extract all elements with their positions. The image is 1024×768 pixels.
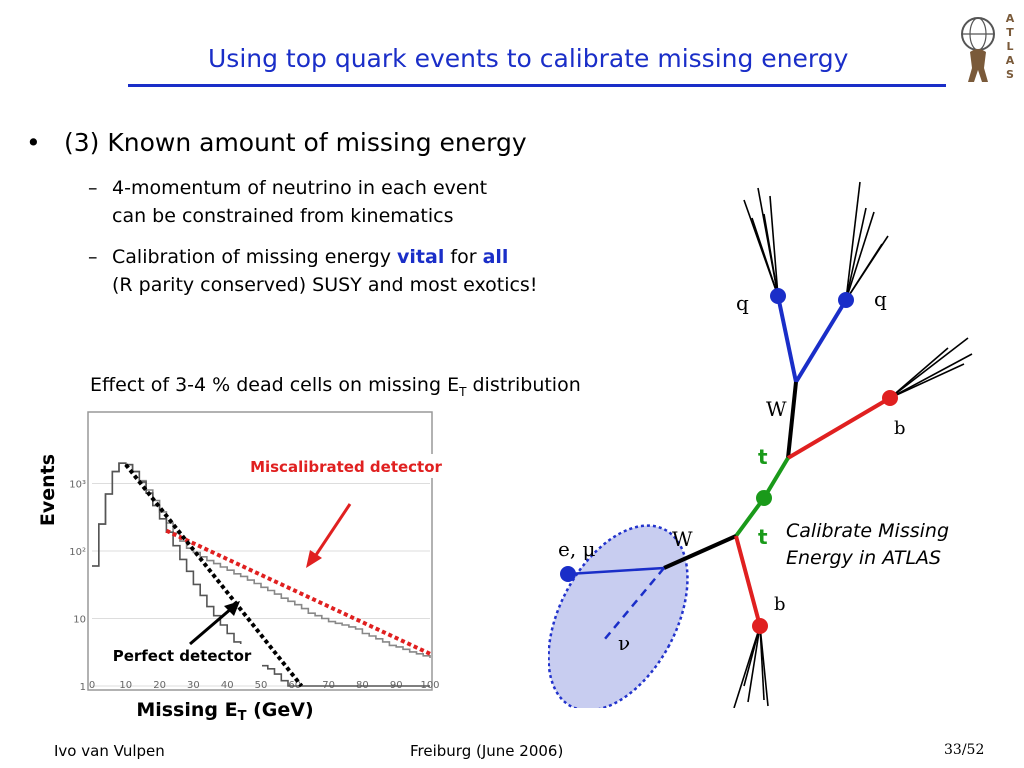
x-tick-label: 40: [221, 680, 234, 691]
label-b-bottom: b: [774, 594, 786, 615]
y-tick-label: 10³: [69, 480, 86, 491]
svg-text:A: A: [1006, 54, 1015, 67]
svg-text:S: S: [1006, 68, 1014, 81]
svg-text:A: A: [1006, 12, 1015, 25]
slide-title: Using top quark events to calibrate miss…: [208, 44, 849, 73]
w-bottom-line: [663, 534, 737, 570]
x-tick-label: 50: [255, 680, 268, 691]
b-top-line: [786, 396, 892, 460]
footer-page-number: 33/52: [944, 742, 985, 758]
atlas-logo: A T L A S: [961, 12, 1015, 82]
label-neutrino: ν: [618, 631, 630, 655]
diagram-caption: Calibrate Missing Energy in ATLAS: [786, 520, 950, 569]
miscal-label-bg: [234, 454, 450, 478]
q2-line: [794, 298, 848, 384]
subbullet-dash: –: [88, 177, 98, 199]
label-lepton: e, μ: [558, 537, 596, 561]
bullet-text: (3) Known amount of missing energy: [64, 128, 527, 157]
perfect-label-bg: [102, 644, 262, 668]
series-miscalibrated: [92, 462, 431, 658]
label-q1: q: [736, 291, 749, 315]
label-t2: t: [758, 525, 768, 549]
y-axis-label: Events: [37, 454, 59, 526]
title-underline: [128, 84, 946, 87]
w-top-line: [786, 381, 798, 459]
vital-highlight: vital: [397, 246, 445, 268]
subbullet-2-line1: Calibration of missing energy vital for …: [112, 246, 509, 268]
label-b-top: b: [894, 418, 906, 439]
y-tick-label: 1: [80, 682, 86, 693]
series-perfect: [92, 462, 430, 687]
label-t1: t: [758, 445, 768, 469]
jet-b1: [889, 337, 973, 399]
b-top-dot: [882, 390, 898, 406]
x-tick-label: 20: [153, 680, 166, 691]
subbullet-dash: –: [88, 246, 98, 268]
label-w-top: W: [766, 397, 787, 421]
x-tick-label: 10: [119, 680, 132, 691]
q1-line: [776, 295, 798, 383]
plot-caption: Effect of 3-4 % dead cells on missing ET…: [90, 374, 581, 399]
b-bottom-line: [734, 535, 762, 627]
x-axis-label: Missing ET (GeV): [136, 699, 313, 723]
jet-q1: [743, 187, 779, 297]
perfect-fit: [124, 463, 304, 688]
lepton-line: [567, 566, 665, 576]
bullet-marker: •: [26, 128, 41, 157]
footer-author: Ivo van Vulpen: [54, 742, 165, 760]
y-tick-label: 10²: [69, 547, 86, 558]
jet-q2: [845, 181, 889, 301]
miscal-arrow: [312, 503, 352, 559]
b-bottom-dot: [752, 618, 768, 634]
y-tick-label: 10: [73, 615, 86, 626]
footer-event: Freiburg (June 2006): [410, 742, 564, 760]
perfect-arrowhead: [224, 601, 240, 616]
svg-text:T: T: [1006, 26, 1014, 39]
q2-dot: [838, 292, 854, 308]
q1-dot: [770, 288, 786, 304]
label-q2: q: [874, 287, 887, 311]
miscalibrated-annotation: Miscalibrated detector: [250, 458, 442, 476]
lepton-dot: [560, 566, 576, 582]
bullet-main: • (3) Known amount of missing energy: [26, 128, 527, 157]
jet-b2: [733, 625, 769, 708]
ttbar-decay-diagram: q q W b t t W e, μ ν b: [548, 181, 973, 708]
x-tick-label: 30: [187, 680, 200, 691]
label-w-bottom: W: [672, 527, 693, 551]
miscal-arrowhead: [306, 550, 322, 568]
perfect-annotation: Perfect detector: [113, 647, 252, 665]
perfect-arrow: [189, 606, 233, 646]
svg-text:L: L: [1006, 40, 1013, 53]
x-tick-label: 0: [89, 680, 95, 691]
top-vertex-dot: [756, 490, 772, 506]
subbullet-1-line2: can be constrained from kinematics: [112, 205, 454, 227]
all-highlight: all: [482, 246, 509, 268]
neutrino-line: [603, 567, 665, 641]
subbullet-2-line2: (R parity conserved) SUSY and most exoti…: [112, 274, 538, 296]
subbullet-1-line1: 4-momentum of neutrino in each event: [112, 177, 488, 199]
